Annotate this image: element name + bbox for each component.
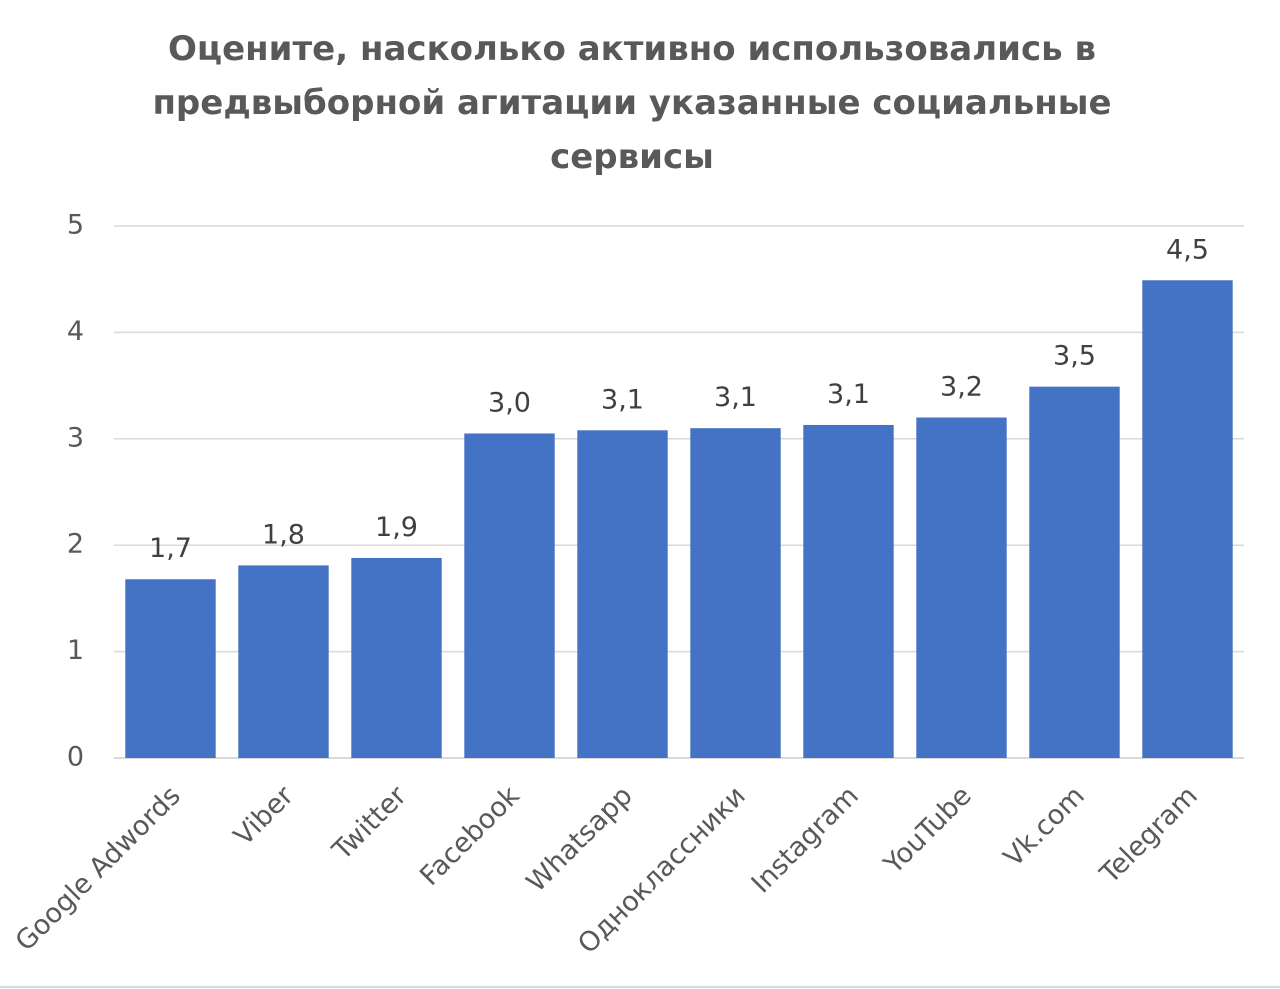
x-category-label: Telegram xyxy=(1094,780,1204,890)
bar xyxy=(1029,386,1120,758)
bars xyxy=(125,280,1233,758)
bar xyxy=(577,430,668,758)
data-label: 3,0 xyxy=(488,387,531,418)
bottom-border xyxy=(0,986,1280,988)
x-category-label: Google Adwords xyxy=(10,780,187,957)
x-axis-category-labels: Google Adwords Viber Twitter FacebookWhatsa… xyxy=(10,780,1204,960)
x-category-label: Instagram xyxy=(746,780,865,899)
bar xyxy=(690,428,781,758)
y-axis-tick-labels: 0 1 2 3 4 5 xyxy=(67,210,84,773)
data-label: 3,2 xyxy=(940,372,983,403)
chart-title-line: предвыборной агитации указанные социальн… xyxy=(152,83,1112,123)
data-label: 4,5 xyxy=(1166,234,1209,265)
y-tick-label: 3 xyxy=(67,422,84,453)
data-label: 3,1 xyxy=(714,382,757,413)
chart-title-line: Оцените, насколько активно использовалис… xyxy=(168,29,1096,69)
bar xyxy=(238,565,329,758)
bar xyxy=(803,424,894,758)
data-label: 3,1 xyxy=(601,384,644,415)
x-category-label: Whatsapp xyxy=(521,780,639,898)
data-label: 3,5 xyxy=(1053,341,1096,372)
x-category-label: Twitter xyxy=(326,780,413,867)
data-label: 1,7 xyxy=(149,533,192,564)
y-tick-label: 5 xyxy=(67,210,84,241)
x-category-label: Viber xyxy=(228,780,300,852)
chart-title-line: сервисы xyxy=(550,137,714,177)
y-tick-label: 0 xyxy=(67,742,84,773)
y-tick-label: 4 xyxy=(67,316,84,347)
chart-title: Оцените, насколько активно использовалис… xyxy=(120,22,1144,184)
bar xyxy=(1142,280,1233,758)
bar xyxy=(916,417,1007,758)
y-tick-label: 2 xyxy=(67,529,84,560)
data-label: 1,9 xyxy=(375,512,418,543)
x-category-label: Vk.com xyxy=(998,780,1091,873)
y-tick-label: 1 xyxy=(67,635,84,666)
data-label: 1,8 xyxy=(262,519,305,550)
bar xyxy=(464,433,555,758)
data-labels: 1,7 1,8 1,9 3,0 3,1 3,1 3,1 3,2 3,5 4,5 xyxy=(149,234,1209,564)
x-category-label: YouTube xyxy=(877,780,977,880)
data-label: 3,1 xyxy=(827,379,870,410)
bar xyxy=(351,557,442,758)
x-category-label: Facebook xyxy=(414,780,526,892)
bar xyxy=(125,579,216,758)
